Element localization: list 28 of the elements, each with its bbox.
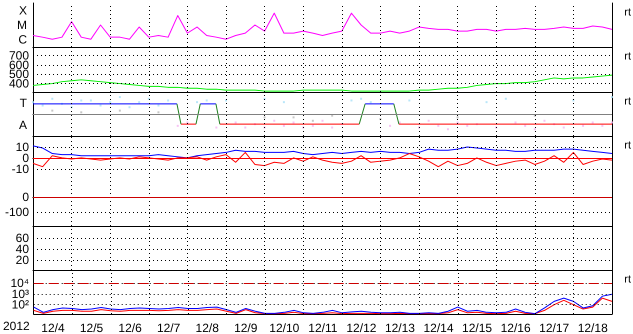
text: T [20, 96, 28, 110]
text: rt [624, 6, 632, 18]
text: C [18, 32, 28, 47]
x-tick-label: 12/13 [384, 321, 416, 334]
x-axis-title: 2012 [2, 319, 30, 333]
text: rt [624, 140, 632, 152]
text: A [18, 118, 27, 132]
text: rt [624, 50, 632, 62]
x-tick-label: 12/6 [118, 321, 142, 334]
x-tick-label: 12/10 [269, 321, 300, 334]
x-tick-label: 12/14 [423, 321, 454, 334]
y-tick-label: -100 [4, 204, 30, 219]
text: rt [624, 274, 632, 286]
text: rt [624, 96, 632, 108]
x-tick-label: 12/11 [308, 321, 338, 334]
x-tick-label: 12/5 [80, 321, 104, 334]
x-tick-label: 12/16 [500, 321, 531, 334]
y-tick-label: 0 [22, 190, 30, 204]
x-tick-label: 12/18 [578, 321, 608, 334]
text: M [17, 18, 27, 32]
text: X [18, 3, 27, 18]
x-tick-label: 12/8 [196, 321, 220, 334]
x-tick-label: 12/12 [346, 321, 377, 334]
x-tick-label: 12/7 [156, 321, 181, 334]
x-tick-label: 12/15 [462, 321, 492, 334]
x-tick-label: 12/17 [539, 321, 570, 334]
x-tick-label: 12/4 [41, 321, 65, 334]
x-tick-label: 12/9 [234, 321, 258, 334]
